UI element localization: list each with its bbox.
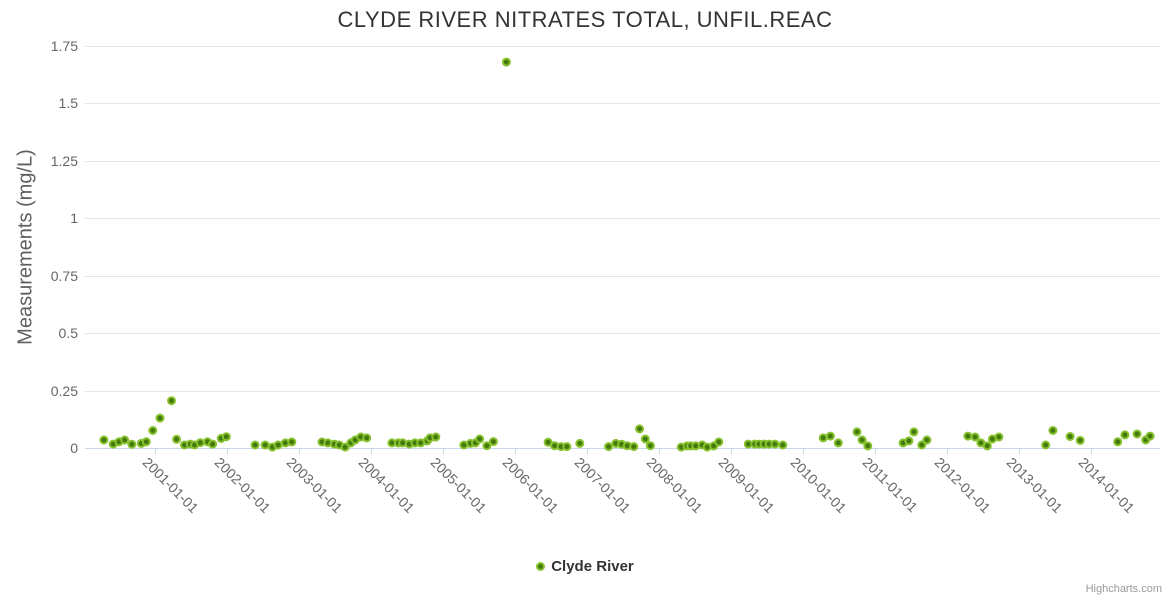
legend-label: Clyde River <box>551 558 634 575</box>
data-point[interactable] <box>604 442 614 452</box>
data-point[interactable] <box>287 437 297 447</box>
data-point[interactable] <box>825 431 835 441</box>
data-point[interactable] <box>501 57 511 67</box>
data-point[interactable] <box>208 439 218 449</box>
data-point[interactable] <box>770 439 780 449</box>
data-point[interactable] <box>1065 432 1075 441</box>
data-point[interactable] <box>482 441 492 451</box>
data-point[interactable] <box>917 440 927 450</box>
data-point[interactable] <box>629 442 639 452</box>
data-point[interactable] <box>362 433 372 443</box>
data-point[interactable] <box>127 439 137 449</box>
data-point[interactable] <box>431 432 441 442</box>
data-point[interactable] <box>195 438 205 448</box>
data-point[interactable] <box>645 441 655 451</box>
data-point[interactable] <box>562 442 572 452</box>
data-point[interactable] <box>863 441 873 451</box>
data-point[interactable] <box>714 437 724 447</box>
series-marker-icon <box>536 562 546 571</box>
data-point[interactable] <box>273 440 283 450</box>
data-point[interactable] <box>640 434 650 444</box>
data-point[interactable] <box>1120 430 1130 440</box>
legend-item-clyde-river[interactable]: Clyde River <box>536 558 634 575</box>
highcharts-credits-link[interactable]: Highcharts.com <box>1085 583 1162 595</box>
data-point[interactable] <box>155 413 165 423</box>
data-point[interactable] <box>141 437 151 447</box>
data-point[interactable] <box>904 436 914 446</box>
data-point[interactable] <box>1075 435 1085 445</box>
data-point[interactable] <box>172 434 182 444</box>
data-point[interactable] <box>148 426 158 435</box>
y-axis-label: 0.25 <box>50 382 78 399</box>
data-point[interactable] <box>778 440 788 450</box>
data-point[interactable] <box>635 424 645 434</box>
legend: Clyde River <box>0 558 1170 575</box>
data-point[interactable] <box>120 435 130 445</box>
data-point[interactable] <box>922 435 932 445</box>
data-point[interactable] <box>994 432 1004 442</box>
y-axis-label: 0.5 <box>58 325 78 342</box>
data-point[interactable] <box>99 435 109 445</box>
data-point[interactable] <box>488 437 498 447</box>
y-axis-label: 0.75 <box>50 267 78 284</box>
data-point[interactable] <box>1113 437 1123 447</box>
data-point[interactable] <box>1132 429 1142 439</box>
data-point[interactable] <box>575 438 585 448</box>
y-axis-label: 1.5 <box>58 95 78 112</box>
data-point[interactable] <box>167 396 176 406</box>
data-point[interactable] <box>1041 440 1051 450</box>
data-point[interactable] <box>260 440 270 450</box>
data-point[interactable] <box>833 438 843 448</box>
data-point[interactable] <box>1048 426 1058 435</box>
y-axis-label: 1.25 <box>50 152 78 169</box>
data-point[interactable] <box>857 435 867 445</box>
data-point[interactable] <box>475 434 485 444</box>
data-point[interactable] <box>852 427 862 437</box>
data-point[interactable] <box>909 427 919 437</box>
data-point[interactable] <box>543 437 553 447</box>
data-point[interactable] <box>963 431 973 441</box>
chart-title: CLYDE RIVER NITRATES TOTAL, UNFIL.REAC <box>337 7 833 32</box>
y-axis-label: 0 <box>70 440 78 456</box>
data-point[interactable] <box>340 442 350 452</box>
y-axis-label: 1 <box>70 210 78 227</box>
data-point[interactable] <box>221 432 231 442</box>
data-point[interactable] <box>970 432 980 442</box>
data-point[interactable] <box>982 441 992 451</box>
data-point[interactable] <box>818 433 828 443</box>
data-point[interactable] <box>250 440 260 450</box>
data-point[interactable] <box>1145 431 1155 441</box>
y-axis-label: 1.75 <box>50 38 78 54</box>
